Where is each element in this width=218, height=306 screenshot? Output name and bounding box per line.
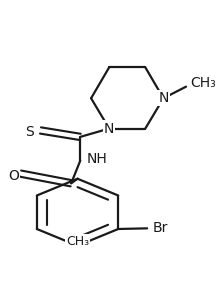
Text: O: O xyxy=(8,169,19,183)
Text: CH₃: CH₃ xyxy=(191,76,216,91)
Text: N: N xyxy=(104,121,114,136)
Text: NH: NH xyxy=(87,152,107,166)
Text: S: S xyxy=(25,125,34,139)
Text: Br: Br xyxy=(153,221,168,235)
Text: N: N xyxy=(158,91,169,105)
Text: CH₃: CH₃ xyxy=(66,235,89,248)
